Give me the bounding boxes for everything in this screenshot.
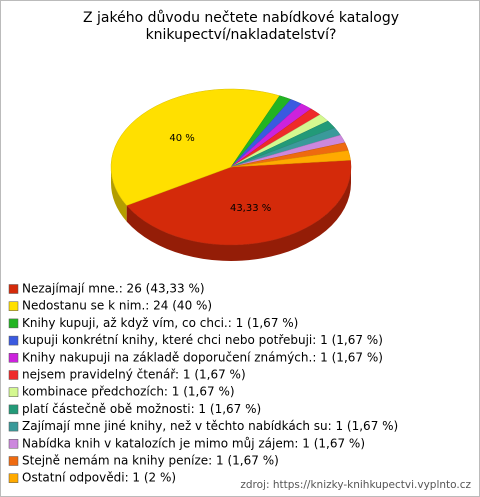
slice-side: [111, 167, 127, 222]
chart-title: Z jakého důvodu nečtete nabídkové katalo…: [82, 10, 400, 43]
slice: [110, 88, 281, 206]
legend-swatch: [8, 318, 19, 329]
legend-label: Knihy kupuji, až když vím, co chci.: 1 (…: [22, 316, 298, 330]
legend-swatch: [8, 284, 19, 294]
legend-label: Ostatní odpovědi: 1 (2 %): [22, 471, 176, 485]
legend-swatch: [8, 421, 19, 432]
legend-label: kombinace předchozích: 1 (1,67 %): [22, 385, 235, 399]
legend-swatch: [8, 301, 19, 311]
legend-swatch: [8, 456, 19, 466]
legend-swatch: [8, 370, 19, 380]
legend-label: Nedostanu se k nim.: 24 (40 %): [22, 299, 212, 313]
source-note: zdroj: https://knizky-knihkupectvi.vypln…: [240, 479, 471, 491]
slice-label: 40 %: [169, 133, 194, 144]
legend-label: Knihy nakupuji na základě doporučení zná…: [22, 350, 383, 364]
legend-swatch: [8, 335, 19, 346]
slice: [230, 150, 351, 168]
legend-swatch: [8, 404, 19, 415]
legend-label: Nabídka knih v katalozích je mimo můj zá…: [22, 436, 365, 450]
legend-swatch: [8, 473, 19, 483]
legend-label: platí částečně obě možnosti: 1 (1,67 %): [22, 402, 261, 416]
legend-label: kupuji konkrétní knihy, které chci nebo …: [22, 333, 383, 347]
slice-label: 43,33 %: [230, 203, 271, 214]
legend-label: Nezajímají mne.: 26 (43,33 %): [22, 282, 205, 296]
legend-label: Zajímají mne jiné knihy, než v těchto na…: [22, 419, 398, 433]
legend-swatch: [8, 439, 19, 449]
legend-label: Stejně nemám na knihy peníze: 1 (1,67 %): [22, 454, 279, 468]
legend-label: nejsem pravidelný čtenář: 1 (1,67 %): [22, 368, 246, 382]
legend-swatch: [8, 387, 19, 397]
legend-swatch: [8, 353, 19, 363]
slice-side: [126, 167, 351, 262]
slice: [126, 159, 352, 246]
